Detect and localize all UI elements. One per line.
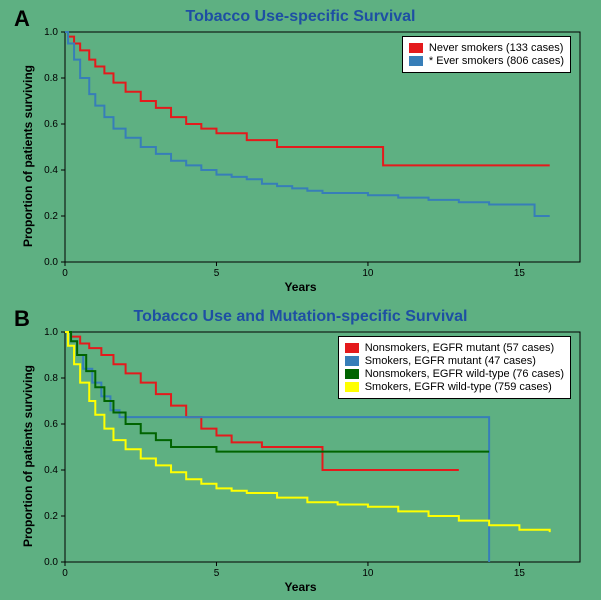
legend-item: Nonsmokers, EGFR wild-type (76 cases) — [345, 368, 564, 380]
legend-swatch — [345, 356, 359, 366]
legend-label: Smokers, EGFR wild-type (759 cases) — [365, 381, 552, 393]
legend-label: Smokers, EGFR mutant (47 cases) — [365, 355, 536, 367]
svg-text:0.4: 0.4 — [44, 165, 58, 176]
legend-swatch — [409, 43, 423, 53]
legend-swatch — [345, 382, 359, 392]
svg-text:0.0: 0.0 — [44, 257, 58, 268]
svg-text:1.0: 1.0 — [44, 27, 58, 38]
panel-a-legend: Never smokers (133 cases)* Ever smokers … — [402, 36, 571, 73]
svg-text:0.2: 0.2 — [44, 211, 58, 222]
panel-a-xlabel: Years — [0, 280, 601, 294]
svg-text:1.0: 1.0 — [44, 327, 58, 338]
svg-text:10: 10 — [362, 268, 374, 279]
svg-text:0.4: 0.4 — [44, 465, 58, 476]
svg-text:0.8: 0.8 — [44, 373, 58, 384]
panel-b-legend: Nonsmokers, EGFR mutant (57 cases)Smoker… — [338, 336, 571, 399]
svg-text:0.8: 0.8 — [44, 73, 58, 84]
legend-item: * Ever smokers (806 cases) — [409, 55, 564, 67]
legend-swatch — [345, 343, 359, 353]
svg-text:0: 0 — [62, 568, 68, 579]
legend-label: Nonsmokers, EGFR mutant (57 cases) — [365, 342, 555, 354]
svg-text:0.6: 0.6 — [44, 119, 58, 130]
legend-item: Never smokers (133 cases) — [409, 42, 564, 54]
panel-b: B Tobacco Use and Mutation-specific Surv… — [0, 300, 601, 600]
svg-text:5: 5 — [214, 568, 220, 579]
svg-text:0.0: 0.0 — [44, 557, 58, 568]
svg-text:15: 15 — [514, 568, 526, 579]
legend-item: Smokers, EGFR wild-type (759 cases) — [345, 381, 564, 393]
panel-b-xlabel: Years — [0, 580, 601, 594]
svg-text:15: 15 — [514, 268, 526, 279]
legend-item: Nonsmokers, EGFR mutant (57 cases) — [345, 342, 564, 354]
legend-label: * Ever smokers (806 cases) — [429, 55, 564, 67]
panel-a: A Tobacco Use-specific Survival Proporti… — [0, 0, 601, 300]
svg-text:0.2: 0.2 — [44, 511, 58, 522]
legend-swatch — [345, 369, 359, 379]
legend-item: Smokers, EGFR mutant (47 cases) — [345, 355, 564, 367]
svg-text:10: 10 — [362, 568, 374, 579]
svg-text:5: 5 — [214, 268, 220, 279]
legend-swatch — [409, 56, 423, 66]
legend-label: Nonsmokers, EGFR wild-type (76 cases) — [365, 368, 564, 380]
svg-text:0.6: 0.6 — [44, 419, 58, 430]
legend-label: Never smokers (133 cases) — [429, 42, 564, 54]
svg-text:0: 0 — [62, 268, 68, 279]
